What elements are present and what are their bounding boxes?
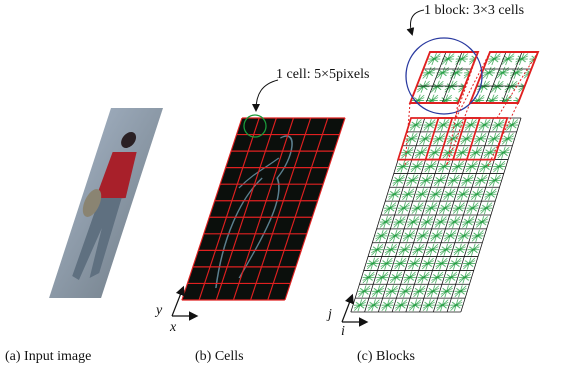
block-annotation: 1 block: 3×3 cells (424, 3, 524, 18)
blocks-grid (351, 118, 521, 312)
cell-arrow (256, 80, 278, 110)
caption: (b) Cells (195, 349, 244, 364)
axis-label: i (341, 324, 345, 339)
cells-image (182, 118, 345, 300)
axis-label: y (154, 303, 163, 318)
caption: (c) Blocks (357, 349, 415, 364)
cell-annotation: 1 cell: 5×5pixels (276, 67, 369, 82)
axis-label: j (326, 307, 332, 322)
block-example (470, 52, 538, 103)
figure: 1 cell: 5×5pixels 1 block: 3×3 cells y x… (0, 0, 579, 371)
axis-label: x (169, 320, 177, 335)
block-arrow (411, 10, 425, 34)
caption: (a) Input image (5, 349, 91, 364)
input-image (49, 108, 163, 298)
